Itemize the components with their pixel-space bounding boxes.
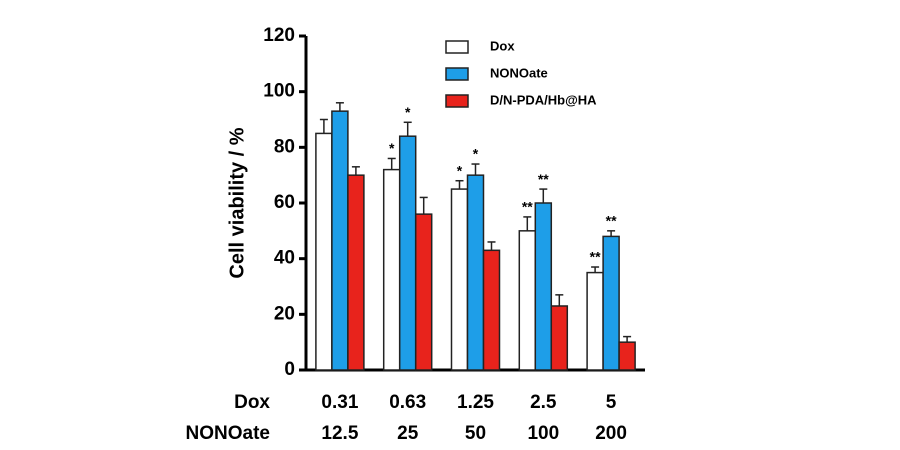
significance-label: * [405,104,411,120]
significance-label: ** [590,249,601,265]
significance-label: ** [522,199,533,215]
bar [534,202,553,371]
x-tick-label: 100 [527,423,559,444]
x-tick-label: 25 [397,423,419,444]
x-row-label: Dox [234,392,270,413]
y-tick-label: 100 [263,81,295,102]
legend-swatch [445,40,469,54]
legend-label: Dox [490,38,515,53]
x-tick-label: 5 [606,392,617,413]
legend-label: D/N-PDA/Hb@HA [490,92,597,107]
bar [414,213,433,371]
bar [315,132,333,371]
bar [482,249,501,371]
bar [466,174,485,371]
y-tick-label: 40 [274,248,295,269]
significance-label: ** [606,213,617,229]
x-tick-label: 0.31 [321,392,358,413]
y-axis-label: Cell viability / % [226,127,248,278]
x-tick-label: 1.25 [457,392,494,413]
significance-label: * [473,146,479,162]
bar [586,271,604,371]
bar [382,168,401,371]
y-tick-label: 0 [284,359,295,380]
legend-swatch [445,94,469,108]
bar [550,305,569,371]
bar [618,341,636,371]
significance-label: ** [538,171,549,187]
y-tick-label: 80 [274,136,295,157]
legend-label: NONOate [490,65,548,80]
x-tick-label: 0.63 [389,392,426,413]
significance-label: * [389,140,395,156]
y-tick-label: 60 [274,192,295,213]
x-tick-label: 12.5 [321,423,358,444]
x-tick-label: 200 [595,423,627,444]
y-tick-label: 20 [274,303,295,324]
bar [602,235,620,371]
bar [450,188,469,371]
x-row-label: NONOate [186,423,270,444]
bar [518,230,537,371]
legend-swatch [445,67,469,81]
significance-label: * [457,162,463,178]
bar [331,110,349,371]
x-tick-label: 50 [465,423,486,444]
bar [347,174,365,371]
bar [398,135,417,371]
x-tick-label: 2.5 [530,392,557,413]
y-tick-label: 120 [263,25,295,46]
